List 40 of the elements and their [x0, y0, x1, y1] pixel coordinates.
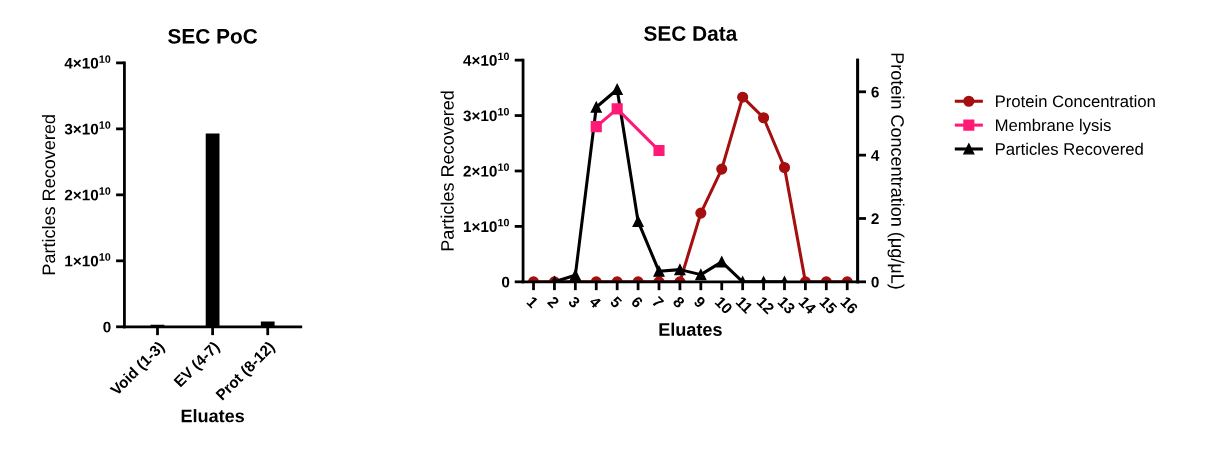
y-axis-title: Particles Recovered — [440, 91, 454, 251]
x-tick-label: 12 — [756, 295, 775, 315]
y-axis-title: Particles Recovered — [41, 115, 56, 275]
y-tick-label: 0 — [501, 276, 510, 288]
x-tick-label: 3 — [567, 295, 581, 309]
y2-tick-label: 4 — [871, 150, 880, 161]
y-tick-label: 0 — [103, 321, 111, 333]
legend-label: Protein Concentration — [996, 95, 1155, 108]
y2-axis-title: Protein Concentration (μg/μL) — [887, 53, 905, 289]
y-tick-label: 3×10$^{10}$ — [463, 107, 509, 122]
x-tick-label: 13 — [777, 295, 796, 315]
y2-tick-label: 2 — [871, 213, 879, 225]
legend-label: Particles Recovered — [996, 142, 1143, 155]
x-tick-label: 2 — [546, 295, 560, 309]
x-tick-label: 9 — [693, 295, 707, 309]
y-tick-label: 4×10$^{10}$ — [463, 52, 509, 66]
y-tick-label: 1×10$^{10}$ — [65, 253, 111, 267]
x-tick-label: 8 — [672, 295, 686, 309]
x-tick-label: 6 — [630, 295, 644, 309]
y2-tick-label: 0 — [871, 276, 879, 288]
y-tick-label: 2×10$^{10}$ — [64, 187, 111, 201]
x-tick-label: 15 — [819, 296, 838, 315]
x-tick-label: 10 — [714, 295, 734, 315]
x-tick-label: 5 — [609, 295, 623, 309]
x-axis-title: Eluates — [181, 409, 244, 423]
x-tick-label: 14 — [798, 296, 817, 315]
x-tick-label: 1 — [526, 296, 539, 309]
y-tick-label: 2×10$^{10}$ — [463, 163, 509, 177]
chart-title: SEC Data — [644, 26, 738, 41]
chart-title: SEC PoC — [168, 28, 258, 44]
y-tick-label: 1×10$^{10}$ — [463, 218, 509, 233]
y-tick-label: 3×10$^{10}$ — [64, 121, 111, 135]
y-tick-label: 4×10$^{10}$ — [64, 55, 111, 69]
x-tick-label: 4 — [588, 295, 602, 309]
x-tick-label: 11 — [735, 296, 754, 314]
x-axis-title: Eluates — [659, 322, 722, 336]
x-tick-label: 7 — [651, 295, 665, 309]
y2-tick-label: 6 — [871, 86, 879, 98]
legend-label: Membrane lysis — [996, 118, 1111, 135]
x-tick-label: 16 — [839, 295, 859, 315]
